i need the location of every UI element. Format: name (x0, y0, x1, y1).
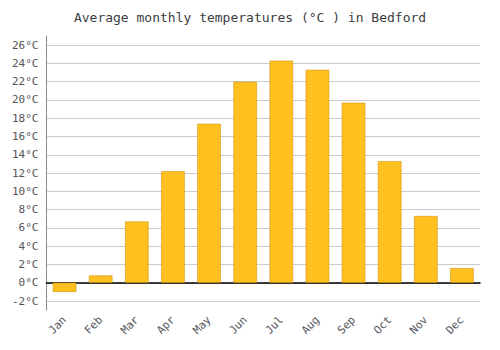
svg-text:Nov: Nov (407, 313, 430, 336)
svg-text:14°C: 14°C (12, 148, 39, 161)
svg-text:8°C: 8°C (19, 203, 39, 216)
svg-text:Aug: Aug (299, 314, 322, 337)
svg-text:12°C: 12°C (12, 167, 39, 180)
svg-text:May: May (190, 313, 213, 336)
svg-text:Sep: Sep (335, 314, 358, 337)
svg-text:16°C: 16°C (12, 130, 39, 143)
svg-text:6°C: 6°C (19, 221, 39, 234)
svg-text:Oct: Oct (371, 314, 394, 337)
svg-text:4°C: 4°C (19, 240, 39, 253)
svg-text:Feb: Feb (82, 314, 105, 337)
svg-text:Dec: Dec (443, 314, 466, 337)
svg-text:Jun: Jun (227, 314, 250, 337)
svg-text:10°C: 10°C (12, 185, 39, 198)
svg-text:Jan: Jan (46, 314, 69, 337)
svg-text:22°C: 22°C (12, 75, 39, 88)
svg-text:-2°C: -2°C (12, 295, 39, 308)
svg-text:18°C: 18°C (12, 112, 39, 125)
svg-text:24°C: 24°C (12, 57, 39, 70)
svg-text:26°C: 26°C (12, 39, 39, 52)
svg-text:Mar: Mar (118, 313, 141, 336)
svg-text:Jul: Jul (263, 314, 286, 337)
svg-text:0°C: 0°C (19, 276, 39, 289)
svg-text:Apr: Apr (154, 313, 177, 336)
svg-text:2°C: 2°C (19, 258, 39, 271)
svg-text:20°C: 20°C (12, 93, 39, 106)
svg-text:Average monthly temperatures (: Average monthly temperatures (°C ) in Be… (74, 10, 426, 25)
